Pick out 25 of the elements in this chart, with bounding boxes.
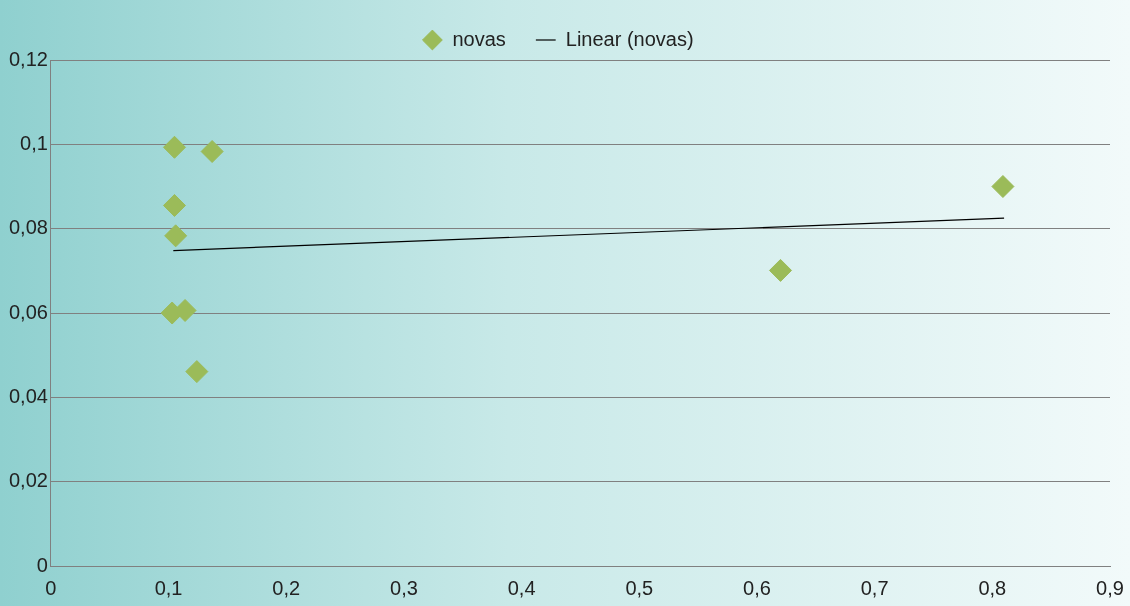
point	[769, 258, 793, 282]
x-tick-label: 0,2	[272, 576, 301, 599]
x-tick-label: 0,4	[507, 576, 536, 599]
y-tick-label: 0,1	[20, 131, 48, 154]
y-tick-label: 0,04	[8, 384, 48, 407]
point	[200, 140, 224, 163]
point	[991, 175, 1015, 198]
point	[185, 360, 209, 384]
x-tick-label: 0,5	[625, 576, 654, 599]
y-tick-label: 0,12	[8, 47, 48, 70]
x-tick-label: 0,6	[743, 576, 771, 599]
legend-label: Linear (novas)	[565, 27, 694, 50]
point	[162, 135, 186, 159]
legend-label: novas	[452, 27, 506, 50]
x-tick-label: 0,8	[978, 576, 1007, 599]
y-tick-label: 0	[36, 553, 48, 576]
y-tick-label: 0,08	[8, 216, 48, 239]
x-tick-label: 0,1	[154, 576, 183, 599]
y-tick-label: 0,06	[8, 300, 48, 323]
x-tick-label: 0,3	[390, 576, 418, 599]
y-tick-label: 0,02	[8, 469, 48, 492]
x-tick-label: 0,9	[1096, 576, 1124, 599]
point	[164, 224, 188, 248]
x-tick-label: 0,7	[860, 576, 889, 599]
point	[162, 193, 186, 217]
